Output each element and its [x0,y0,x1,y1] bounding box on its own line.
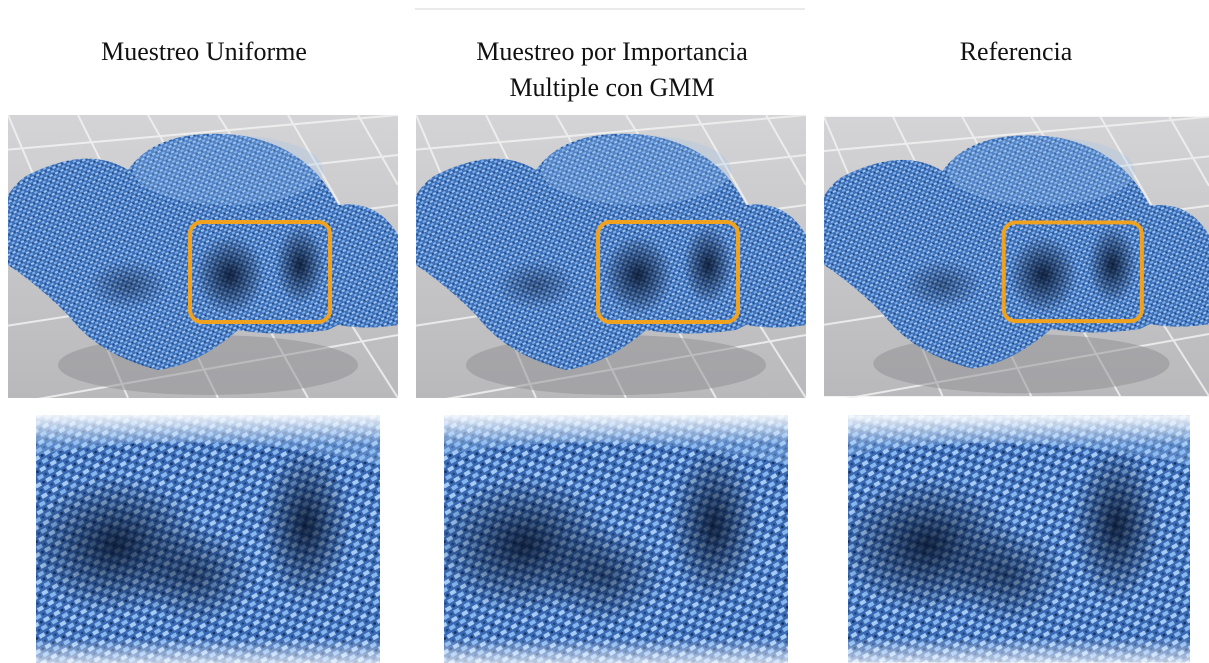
zoom-crop [838,416,1190,663]
panel-title: Referencia [960,37,1073,66]
panel-title: Muestreo por Importancia [476,37,748,66]
zoom-crop [26,415,380,663]
panel-title: Multiple con GMM [509,73,714,102]
figure: Muestreo Uniforme Muestreo por Importanci… [0,0,1209,663]
panel-title: Muestreo Uniforme [101,37,307,66]
zoom-crop [434,415,788,663]
